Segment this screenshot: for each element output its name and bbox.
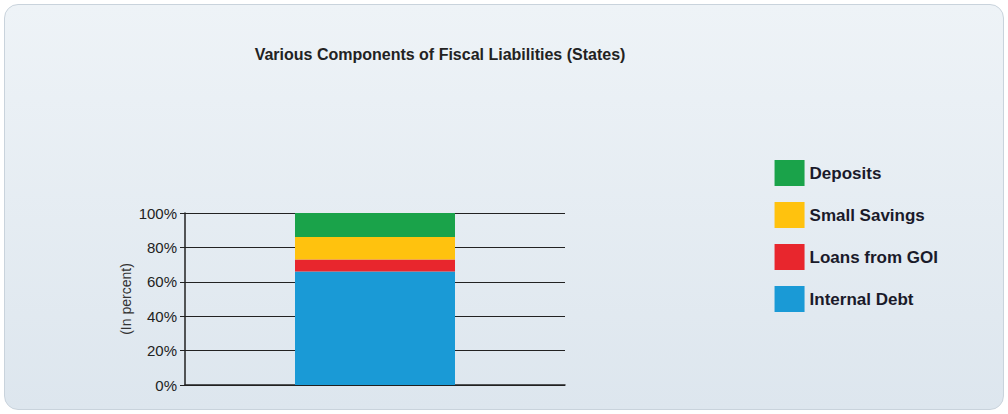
svg-text:40%: 40%: [147, 308, 177, 325]
svg-text:20%: 20%: [147, 342, 177, 359]
svg-text:(In percent): (In percent): [118, 263, 134, 335]
svg-text:Loans from GOI: Loans from GOI: [810, 248, 938, 267]
svg-text:0%: 0%: [155, 377, 177, 394]
svg-text:80%: 80%: [147, 239, 177, 256]
svg-text:Various Components of Fiscal L: Various Components of Fiscal Liabilities…: [255, 46, 626, 63]
svg-text:Small Savings: Small Savings: [810, 206, 925, 225]
svg-text:Deposits: Deposits: [810, 164, 882, 183]
svg-text:60%: 60%: [147, 273, 177, 290]
svg-text:Internal Debt: Internal Debt: [810, 290, 914, 309]
svg-text:100%: 100%: [139, 205, 177, 222]
